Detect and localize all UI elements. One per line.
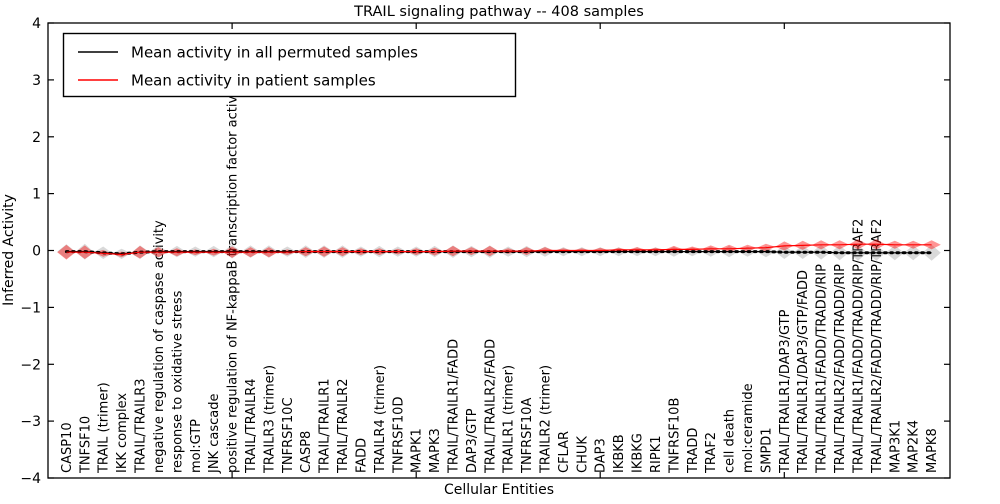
entity-label: TRAILR2 (trimer) [539,365,554,474]
entity-label: TRAIL/TRAILR4 [244,378,259,474]
axis-ticks [48,22,950,479]
entity-label: TRAIL/TRAILR2/FADD/TRADD/RIP [833,264,848,474]
entity-label: TRAIL/TRAILR1 [318,378,333,474]
legend-label-permuted: Mean activity in all permuted samples [131,44,418,62]
y-tick-labels: 4 3 2 1 0 −1 −2 −3 −4 [20,16,41,487]
entity-label: response to oxidative stress [170,290,185,473]
entity-label: TRAIL/TRAILR2/FADD/TRADD/RIP/TRAF2 [870,219,885,474]
entity-label: MAP2K4 [907,420,922,473]
entity-label: TRAF2 [704,432,719,474]
entity-label: cell death [723,409,738,473]
entity-label: TRAIL/TRAILR3 [134,378,149,474]
y-tick-label: −1 [20,300,41,316]
y-tick-label: −2 [20,357,41,373]
y-tick-label: 2 [32,130,41,146]
legend: Mean activity in all permuted samples Me… [62,32,517,98]
y-axis-label: Inferred Activity [1,194,17,306]
entity-label: IKBKG [631,433,646,473]
entity-label: RIPK1 [649,435,664,473]
entity-label: IKK complex [115,393,130,473]
x-tick-labels: CASP10 TNFSF10 TRAIL (trimer) IKK complex TR… [60,79,940,474]
entity-label: CFLAR [557,431,572,473]
entity-label: TRAILR3 (trimer) [262,365,277,474]
y-tick-label: 4 [32,16,41,32]
entity-label: TNFRSF10D [391,397,406,474]
entity-label: MAP3K1 [888,420,903,473]
entity-label: JNK cascade [207,394,222,474]
entity-label: MAPK1 [410,428,425,473]
entity-label: CHUK [575,436,590,473]
entity-label: TRAILR1 (trimer) [502,365,517,474]
entity-label: DAP3 [594,438,609,473]
legend-box [62,32,517,98]
y-tick-label: −3 [20,414,41,430]
entity-label: TRAIL/TRAILR1/DAP3/GTP/FADD [796,270,811,474]
entity-label: MAPK3 [428,428,443,473]
chart-title: TRAIL signaling pathway -- 408 samples [353,4,644,20]
y-tick-label: −4 [20,471,41,487]
entity-label: TNFRSF10A [520,398,535,474]
entity-label: CASP8 [299,431,314,473]
entity-label: TRADD [686,428,701,474]
entity-label: TRAIL/TRAILR1/DAP3/GTP [778,309,793,474]
entity-label: SMPD1 [759,427,774,473]
entity-label: TRAIL/TRAILR2 [336,378,351,474]
entity-label: TRAIL/TRAILR2/FADD [483,339,498,474]
violin-patient [57,239,941,260]
mean-line-patient [66,243,932,256]
entity-label: CASP10 [60,422,75,473]
entity-label: TRAIL/TRAILR1/FADD/TRADD/RIP [815,264,830,474]
entity-label: TRAIL/TRAILR1/FADD/TRADD/RIP/TRAF2 [851,219,866,474]
entity-label: TNFSF10 [78,416,93,474]
y-tick-label: 0 [32,244,41,260]
entity-label: TNFRSF10B [667,398,682,474]
y-tick-label: 1 [32,187,41,203]
entity-label: FADD [354,438,369,473]
legend-label-patient: Mean activity in patient samples [131,72,376,90]
entity-label: TRAILR4 (trimer) [373,365,388,474]
entity-label: mol:ceramide [741,383,756,473]
entity-label: positive regulation of NF-kappaB transcr… [226,79,241,473]
entity-label: MAPK8 [925,428,940,473]
entity-label: mol:GTP [189,419,204,473]
x-axis-label: Cellular Entities [444,482,554,498]
entity-label: TRAIL (trimer) [97,382,112,474]
entity-label: TRAIL/TRAILR1/FADD [446,339,461,474]
mean-lines [64,243,934,256]
violin-bodies [57,239,941,261]
entity-label: negative regulation of caspase activity [152,220,167,473]
entity-label: IKBKB [612,434,627,473]
entity-label: DAP3/GTP [465,408,480,473]
entity-label: TNFRSF10C [281,397,296,474]
y-tick-label: 3 [32,73,41,89]
